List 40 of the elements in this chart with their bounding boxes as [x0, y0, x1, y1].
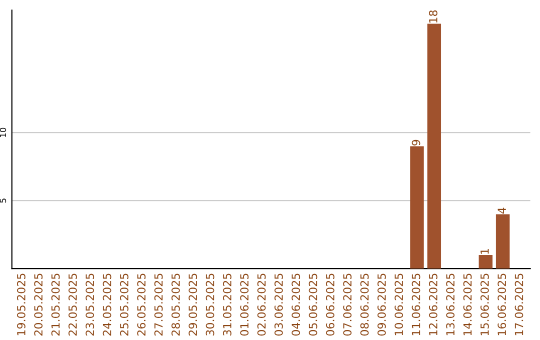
- x-tick-label: 19.05.2025: [17, 274, 26, 336]
- x-tick-label: 06.06.2025: [326, 274, 334, 336]
- x-tick-label: 24.05.2025: [102, 274, 112, 336]
- x-tick-label: 10.06.2025: [394, 274, 404, 336]
- x-tick-label: 07.06.2025: [343, 274, 352, 336]
- bar: [496, 214, 510, 269]
- x-tick-label: 30.05.2025: [206, 274, 214, 336]
- x-tick-label: 16.06.2025: [498, 274, 506, 336]
- x-tick-label: 14.06.2025: [463, 274, 472, 336]
- x-tick-label: 31.05.2025: [222, 274, 232, 336]
- x-tick-label: 12.06.2025: [428, 274, 438, 336]
- x-tick-label: 15.06.2025: [480, 274, 489, 336]
- x-tick-label: 04.06.2025: [292, 274, 300, 336]
- x-tick-label: 09.06.2025: [377, 274, 386, 336]
- x-tick-label: 08.06.2025: [360, 274, 369, 336]
- data-label: 4: [498, 208, 506, 214]
- bar: [478, 255, 493, 269]
- data-label: 18: [428, 10, 438, 23]
- x-tick-label: 17.06.2025: [514, 274, 524, 336]
- x-tick-label: 28.05.2025: [171, 274, 180, 336]
- x-tick-label: 05.06.2025: [308, 274, 318, 336]
- x-tick-label: 02.06.2025: [257, 274, 266, 336]
- data-label: 9: [412, 140, 420, 146]
- y-tick-label: 10: [0, 128, 6, 137]
- data-label: 1: [480, 248, 489, 254]
- bar: [427, 24, 442, 269]
- x-tick-label: 26.05.2025: [137, 274, 146, 336]
- bar: [410, 146, 424, 269]
- x-tick-label: 11.06.2025: [412, 274, 420, 336]
- x-tick-label: 13.06.2025: [446, 274, 455, 336]
- x-tick-label: 20.05.2025: [34, 274, 43, 336]
- x-tick-label: 01.06.2025: [240, 274, 249, 336]
- x-tick-label: 03.06.2025: [274, 274, 283, 336]
- y-tick-label: 5: [0, 198, 6, 203]
- x-tick-label: 27.05.2025: [154, 274, 163, 336]
- x-tick-label: 22.05.2025: [68, 274, 77, 336]
- x-tick-label: 29.05.2025: [188, 274, 198, 336]
- x-tick-label: 25.05.2025: [120, 274, 128, 336]
- x-tick-label: 21.05.2025: [51, 274, 60, 336]
- x-tick-label: 23.05.2025: [86, 274, 94, 336]
